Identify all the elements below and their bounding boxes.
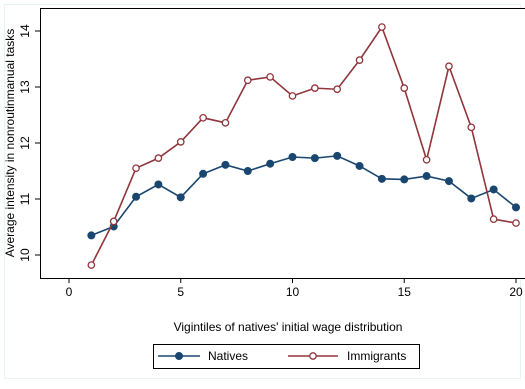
y-axis-title: Average intensity in nonroutinmanual tas… — [3, 29, 17, 258]
data-point-natives — [133, 193, 140, 200]
data-point-immigrants — [468, 124, 474, 130]
data-point-natives — [445, 178, 452, 185]
data-point-natives — [155, 181, 162, 188]
data-point-immigrants — [312, 85, 318, 91]
y-tick-label: 11 — [18, 192, 32, 205]
data-point-natives — [88, 232, 95, 239]
data-point-immigrants — [133, 165, 139, 171]
data-point-natives — [267, 160, 274, 167]
plot-area — [41, 9, 525, 279]
data-point-immigrants — [446, 63, 452, 69]
data-point-natives — [423, 173, 430, 180]
data-point-immigrants — [490, 216, 496, 222]
data-point-immigrants — [513, 220, 519, 226]
legend: Natives Immigrants — [154, 345, 420, 369]
data-point-natives — [289, 154, 296, 161]
data-point-natives — [356, 162, 363, 169]
y-tick-label: 13 — [18, 80, 32, 94]
data-point-natives — [490, 186, 497, 193]
x-tick-label: 0 — [66, 285, 73, 299]
data-point-natives — [200, 170, 207, 177]
data-point-immigrants — [267, 74, 273, 80]
data-point-natives — [244, 168, 251, 175]
data-point-immigrants — [289, 93, 295, 99]
data-point-natives — [401, 176, 408, 183]
data-point-immigrants — [401, 85, 407, 91]
data-point-immigrants — [222, 120, 228, 126]
legend-label: Natives — [208, 349, 248, 363]
data-point-natives — [468, 195, 475, 202]
data-point-immigrants — [88, 262, 94, 268]
legend-swatch-marker — [176, 353, 183, 360]
x-tick-label: 20 — [509, 285, 523, 299]
data-point-immigrants — [423, 157, 429, 163]
data-point-natives — [334, 152, 341, 159]
legend-label: Immigrants — [347, 349, 406, 363]
data-point-natives — [311, 155, 318, 162]
data-point-natives — [378, 175, 385, 182]
data-point-natives — [513, 204, 520, 211]
data-point-natives — [177, 194, 184, 201]
data-point-immigrants — [111, 218, 117, 224]
legend-swatch-marker — [310, 353, 316, 359]
data-point-immigrants — [356, 57, 362, 63]
data-point-immigrants — [379, 24, 385, 30]
data-point-immigrants — [334, 86, 340, 92]
y-tick-label: 10 — [18, 248, 32, 262]
data-point-immigrants — [200, 115, 206, 121]
data-point-natives — [222, 161, 229, 168]
y-tick-label: 14 — [18, 24, 32, 38]
data-point-immigrants — [155, 155, 161, 161]
data-point-immigrants — [178, 139, 184, 145]
x-tick-label: 5 — [177, 285, 184, 299]
data-point-immigrants — [245, 77, 251, 83]
x-tick-label: 10 — [286, 285, 300, 299]
y-tick-label: 12 — [18, 136, 32, 150]
x-axis-title: Vigintiles of natives' initial wage dist… — [174, 320, 403, 334]
x-tick-label: 15 — [398, 285, 412, 299]
